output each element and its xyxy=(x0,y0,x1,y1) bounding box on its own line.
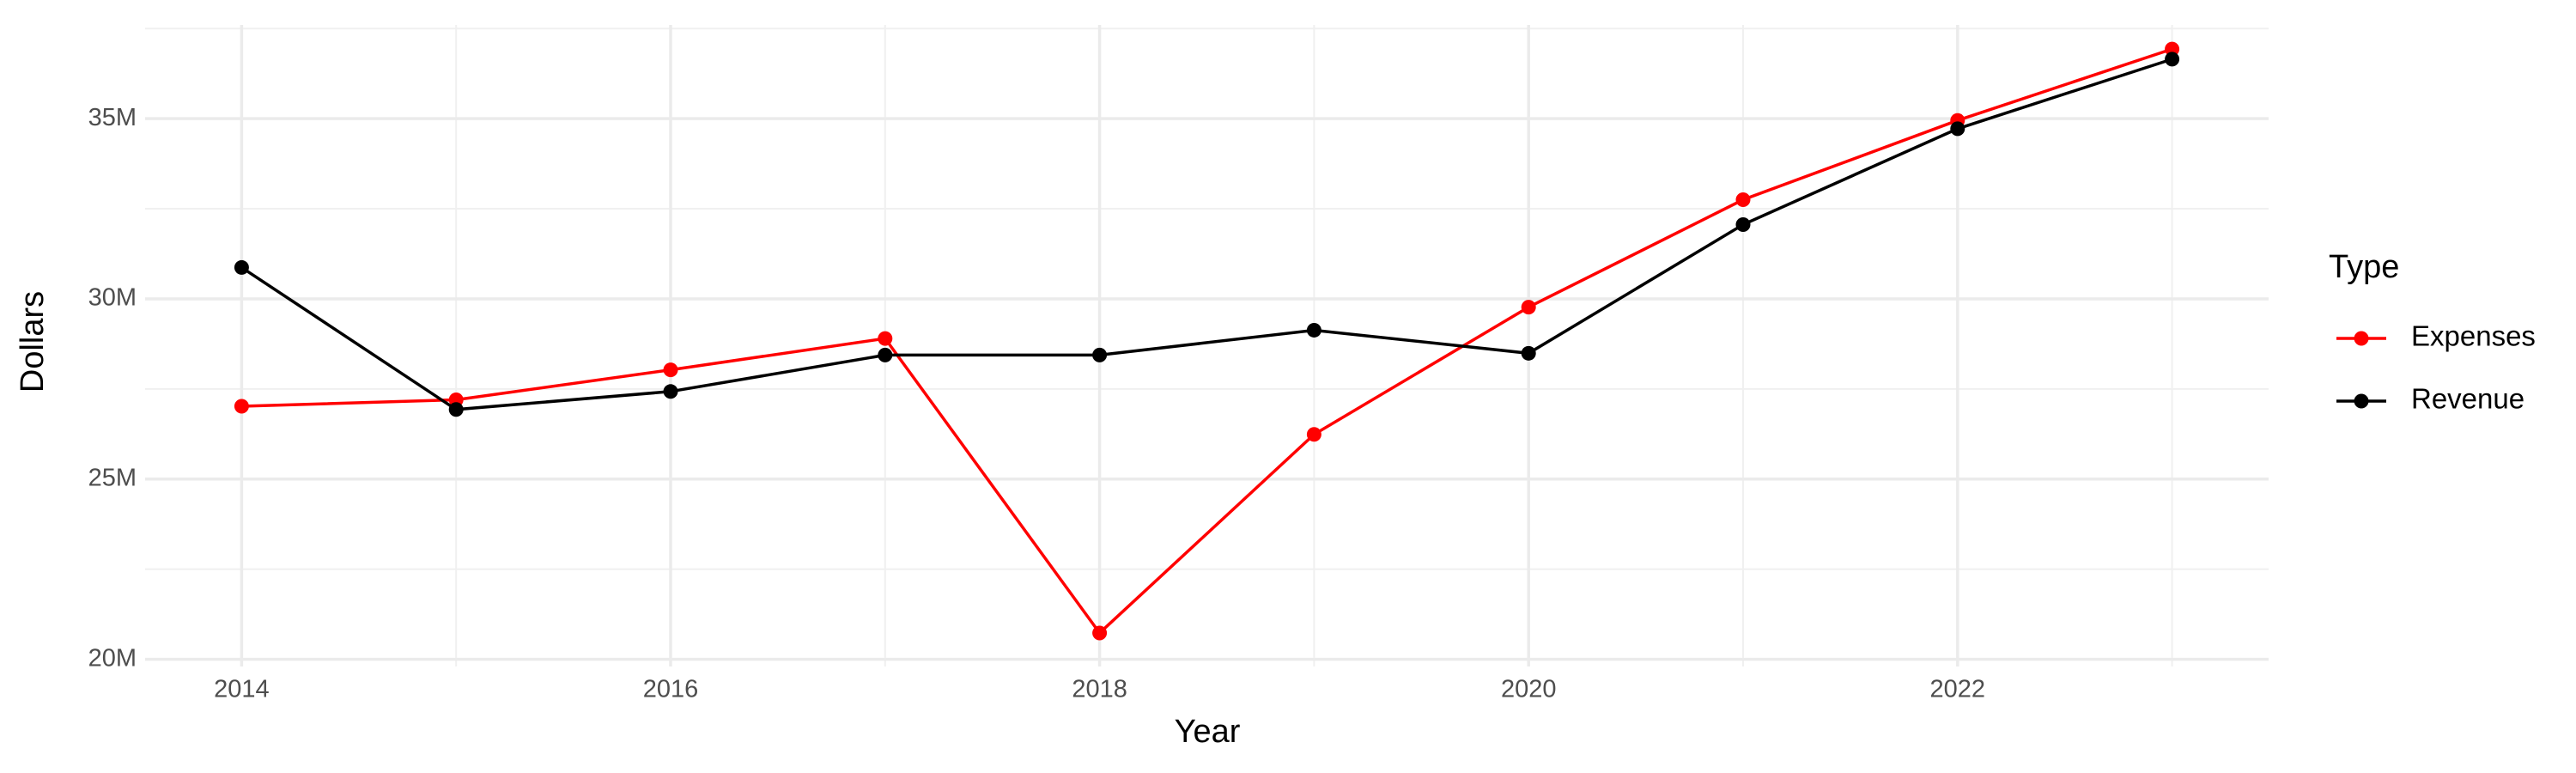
x-tick-label: 2018 xyxy=(1072,676,1127,703)
point xyxy=(1950,121,1965,137)
y-tick-label: 30M xyxy=(88,284,137,312)
x-tick-label: 2016 xyxy=(643,676,699,703)
point xyxy=(878,347,893,362)
point xyxy=(1092,625,1108,641)
series-line xyxy=(241,47,2173,636)
x-axis-title: Year xyxy=(1175,714,1241,750)
legend-label: Revenue xyxy=(2411,383,2524,415)
point xyxy=(2165,41,2180,57)
y-tick-label: 20M xyxy=(88,644,137,672)
y-tick-label: 25M xyxy=(88,464,137,491)
point xyxy=(1092,347,1108,362)
point xyxy=(1735,216,1751,232)
x-tick-label: 2020 xyxy=(1501,676,1557,703)
point xyxy=(1521,345,1536,361)
x-tick-label: 2022 xyxy=(1930,676,1986,703)
grid xyxy=(145,25,2269,666)
point xyxy=(663,384,678,399)
x-tick-label: 2014 xyxy=(214,676,270,703)
legend-key-point xyxy=(2354,331,2369,346)
point xyxy=(663,362,678,378)
point xyxy=(234,259,249,275)
point xyxy=(1306,322,1321,338)
legend-key-point xyxy=(2354,393,2369,409)
point xyxy=(448,402,464,417)
point xyxy=(1735,192,1751,208)
y-tick-label: 35M xyxy=(88,104,137,131)
point xyxy=(1521,300,1536,315)
point xyxy=(1306,427,1321,442)
point xyxy=(2165,52,2180,67)
point xyxy=(234,399,249,414)
legend-label: Expenses xyxy=(2411,320,2536,352)
legend-title: Type xyxy=(2329,249,2399,285)
y-axis-title: Dollars xyxy=(15,291,51,393)
point xyxy=(878,331,893,346)
series-line xyxy=(240,58,2173,411)
